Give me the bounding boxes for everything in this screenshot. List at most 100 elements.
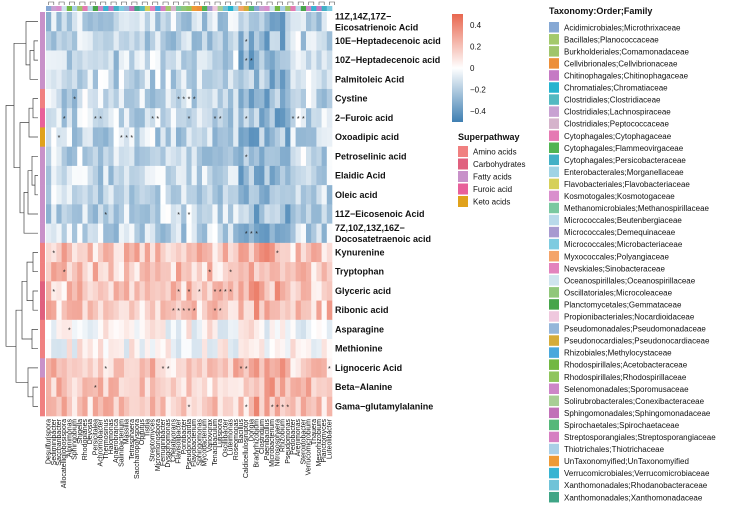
taxonomy-annotation-cell — [295, 6, 302, 11]
heatmap-cell — [118, 50, 125, 71]
heatmap-cell — [326, 300, 333, 321]
heatmap-cell — [181, 50, 187, 71]
heatmap-cell — [150, 396, 156, 417]
taxonomy-annotation-cell — [56, 6, 62, 11]
significance-star: * — [130, 135, 133, 142]
heatmap-cell — [280, 146, 286, 167]
heatmap-cell — [155, 339, 161, 359]
significance-star: * — [240, 366, 243, 373]
heatmap-cell — [98, 396, 104, 417]
heatmap-cell — [254, 185, 260, 205]
heatmap-cell — [87, 50, 94, 71]
heatmap-cell — [160, 127, 166, 147]
taxonomy-legend-label: Bacillales;Planococcaceae — [564, 35, 659, 44]
heatmap-cell — [217, 396, 224, 417]
heatmap-cell — [56, 146, 62, 167]
heatmap-cell — [290, 377, 296, 398]
heatmap-cell — [207, 165, 213, 186]
superpathway-legend-swatch — [458, 171, 468, 182]
heatmap-cell — [248, 281, 255, 301]
heatmap-cell — [316, 165, 322, 186]
heatmap-cell — [129, 108, 135, 128]
heatmap-cell — [326, 223, 333, 244]
heatmap-cell — [150, 31, 156, 51]
heatmap-cell — [254, 396, 260, 417]
heatmap-cell — [134, 50, 140, 71]
taxonomy-legend-label: Cytophagales;Persicobacteraceae — [564, 156, 686, 165]
superpathway-annotation-cell — [40, 108, 45, 128]
taxonomy-annotation-cell — [144, 6, 151, 11]
heatmap-cell — [129, 12, 135, 32]
heatmap-cell — [176, 88, 182, 109]
significance-star: * — [162, 366, 165, 373]
heatmap-cell — [191, 146, 198, 167]
heatmap-cell — [300, 146, 307, 167]
column-label: Tistlia — [144, 419, 151, 437]
heatmap-cell — [207, 281, 213, 301]
heatmap-cell — [202, 185, 208, 205]
heatmap-cell — [259, 12, 265, 32]
heatmap-cell — [92, 31, 99, 51]
heatmap-cell — [61, 127, 68, 147]
superpathway-annotation-cell — [40, 358, 45, 378]
heatmap-cell — [129, 165, 135, 186]
heatmap-cell — [113, 319, 120, 340]
heatmap-cell — [306, 377, 312, 398]
heatmap-cell — [82, 358, 88, 378]
heatmap-cell — [87, 223, 94, 244]
heatmap-cell — [233, 262, 239, 282]
significance-star: * — [245, 404, 248, 411]
heatmap-cell — [233, 50, 239, 71]
superpathway-legend-swatch — [458, 158, 468, 170]
heatmap-cell — [118, 242, 125, 263]
heatmap-cell — [259, 50, 265, 71]
heatmap-cell — [103, 377, 109, 398]
heatmap-cell — [274, 31, 281, 51]
heatmap-cell — [118, 262, 125, 282]
heatmap-cell — [160, 12, 166, 32]
heatmap-cell — [139, 88, 146, 109]
significance-star: * — [281, 404, 284, 411]
heatmap-cell — [316, 223, 322, 244]
heatmap-cell — [134, 204, 140, 224]
heatmap-cell — [72, 146, 78, 167]
column-label: Ferruginibacter — [160, 418, 167, 466]
heatmap-cell — [321, 242, 328, 263]
taxonomy-annotation-cell — [170, 6, 177, 11]
heatmap-cell — [160, 165, 166, 186]
column-label: Alpinimonas — [66, 419, 73, 458]
heatmap-cell — [144, 88, 151, 109]
heatmap-cell — [254, 242, 260, 263]
heatmap-cell — [248, 204, 255, 224]
taxonomy-legend-swatch — [549, 22, 559, 33]
heatmap-cell — [118, 204, 125, 224]
heatmap-cell — [326, 242, 333, 263]
heatmap-cell — [160, 262, 166, 282]
heatmap-cell — [264, 319, 270, 340]
heatmap-cell — [196, 358, 203, 378]
heatmap-cell — [176, 377, 182, 398]
heatmap-cell — [254, 50, 260, 71]
heatmap-cell — [51, 127, 57, 147]
taxonomy-annotation-cell — [285, 6, 291, 11]
heatmap-cell — [87, 358, 94, 378]
heatmap-cell — [144, 146, 151, 167]
row-label: Kynurenine — [335, 248, 385, 258]
heatmap-cell — [259, 146, 265, 167]
heatmap-cell — [295, 319, 302, 340]
heatmap-cell — [295, 31, 302, 51]
heatmap-cell — [228, 358, 234, 378]
taxonomy-annotation-cell — [72, 6, 78, 11]
heatmap-cell — [118, 339, 125, 359]
heatmap-cell — [274, 69, 281, 90]
heatmap-cell — [243, 396, 250, 417]
heatmap-cell — [202, 146, 208, 167]
heatmap-cell — [238, 339, 244, 359]
heatmap-cell — [124, 69, 130, 90]
row-label: 2−Furoic acid — [335, 113, 393, 123]
heatmap-cell — [144, 204, 151, 224]
heatmap-cell — [202, 204, 208, 224]
heatmap-cell — [134, 12, 140, 32]
heatmap-cell — [186, 108, 192, 128]
heatmap-cell — [72, 300, 78, 321]
